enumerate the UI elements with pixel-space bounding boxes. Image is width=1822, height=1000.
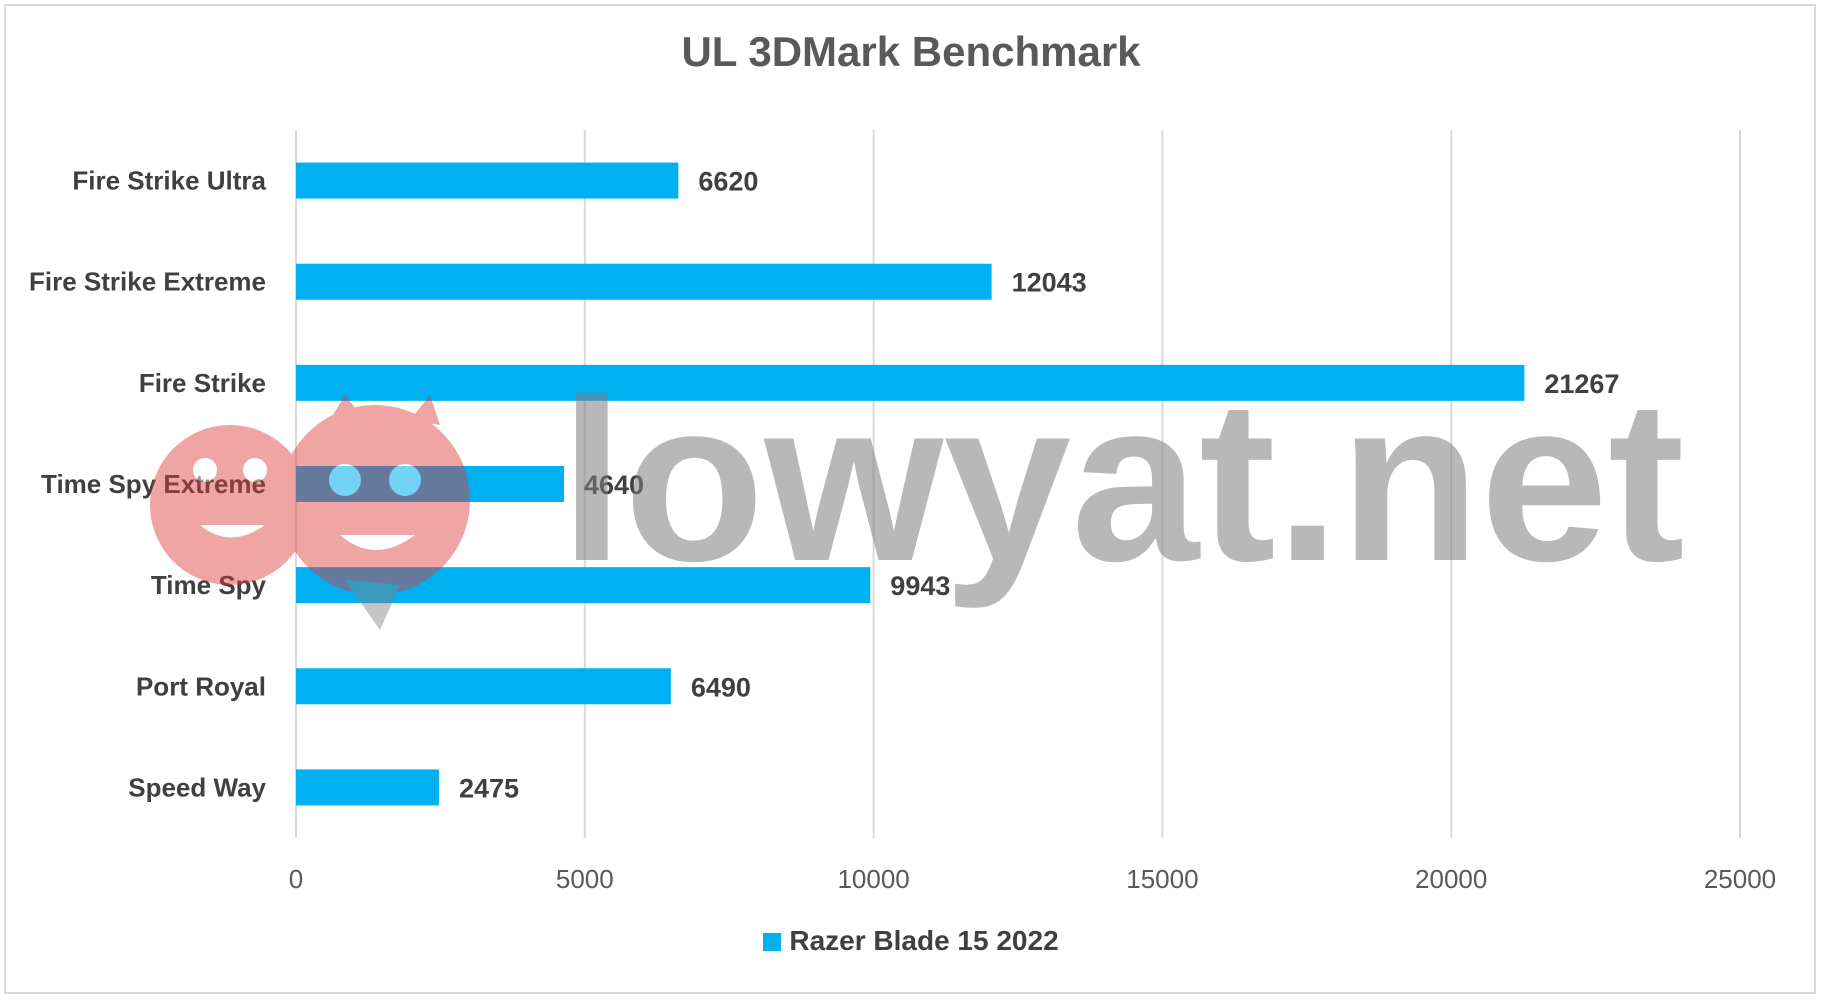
x-tick-label: 20000: [1415, 864, 1487, 894]
legend-label: Razer Blade 15 2022: [789, 925, 1059, 956]
data-label: 2475: [459, 773, 519, 803]
category-label: Fire Strike: [139, 368, 266, 398]
x-tick-label: 10000: [837, 864, 909, 894]
bars: [296, 162, 1525, 806]
category-label: Port Royal: [136, 671, 266, 701]
x-tick-label: 25000: [1704, 864, 1776, 894]
x-tick-label: 5000: [556, 864, 614, 894]
category-label: Fire Strike Extreme: [29, 267, 266, 297]
bar-6: [296, 769, 439, 806]
chart-title: UL 3DMark Benchmark: [681, 28, 1141, 75]
x-tick-label: 15000: [1126, 864, 1198, 894]
bar-4: [296, 567, 871, 604]
category-labels: Fire Strike Ultra Fire Strike Extreme Fire…: [29, 166, 267, 803]
bar-5: [296, 668, 671, 705]
legend-swatch: [763, 933, 782, 951]
bar-2: [296, 364, 1525, 401]
x-tick-labels: 0 5000 10000 15000 20000 25000: [289, 864, 1776, 894]
category-label: Fire Strike Ultra: [72, 166, 266, 196]
data-label: 21267: [1544, 369, 1619, 399]
category-label: Time Spy Extreme: [41, 469, 266, 499]
data-label: 6620: [698, 167, 758, 197]
data-label: 9943: [890, 571, 950, 601]
data-label: 4640: [584, 470, 644, 500]
category-label: Time Spy: [151, 570, 267, 600]
x-tick-label: 0: [289, 864, 303, 894]
bar-0: [296, 162, 679, 199]
data-label: 12043: [1012, 268, 1087, 298]
bar-3: [296, 466, 565, 502]
bar-1: [296, 263, 992, 300]
category-label: Speed Way: [128, 772, 266, 802]
data-label: 6490: [691, 672, 751, 702]
data-labels: 6620 12043 21267 4640 9943 6490 2475: [459, 167, 1620, 804]
legend: Razer Blade 15 2022: [0, 925, 1822, 957]
gridlines: [295, 130, 1741, 838]
